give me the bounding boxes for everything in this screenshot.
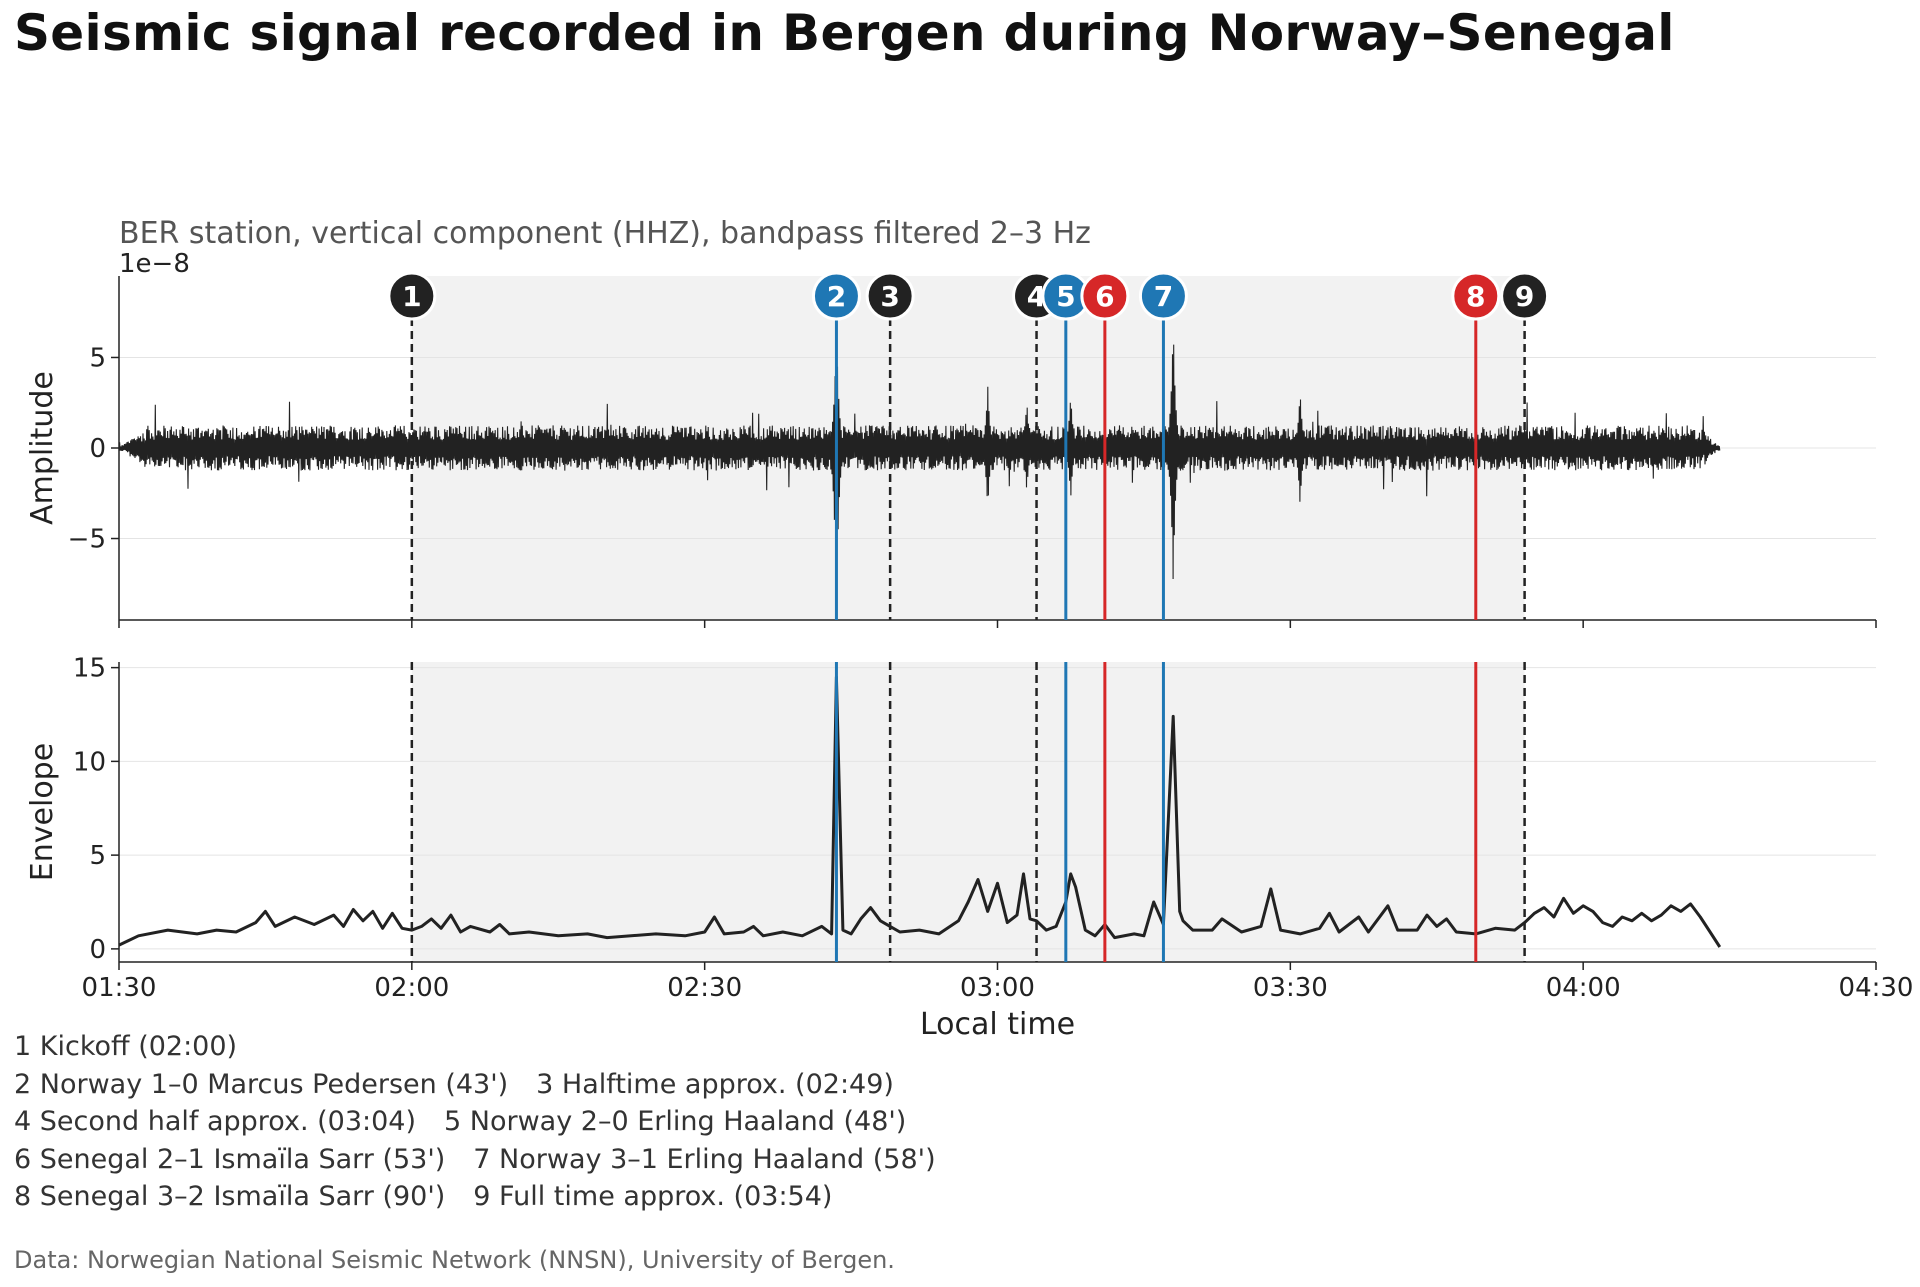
event-marker-1 [387,271,437,321]
event-marker-7 [1138,271,1188,321]
legend-row: 2 Norway 1–0 Marcus Pedersen (43') 3 Half… [14,1066,936,1104]
envelope-line [118,675,1722,948]
legend-row: 4 Second half approx. (03:04) 5 Norway 2–… [14,1103,936,1141]
event-marker-9 [1500,271,1550,321]
chart-subtitle: BER station, vertical component (HHZ), b… [119,216,1091,251]
event-marker-label-9: 9 [1515,280,1534,313]
legend-item-9: 9 Full time approx. (03:54) [473,1181,833,1212]
legend-row: 6 Senegal 2–1 Ismaïla Sarr (53') 7 Norway… [14,1141,936,1179]
x-tick-label: 03:00 [960,973,1035,1003]
legend-row: 1 Kickoff (02:00) [14,1028,936,1066]
chart-title: Seismic signal recorded in Bergen during… [14,4,1675,62]
event-marker-label-5: 5 [1056,280,1075,313]
legend-item-6: 6 Senegal 2–1 Ismaïla Sarr (53') [14,1143,446,1175]
event-legend: 1 Kickoff (02:00) 2 Norway 1–0 Marcus Pe… [14,1028,936,1216]
y-tick-label: −5 [68,525,106,555]
event-marker-label-2: 2 [827,280,846,313]
event-marker-3 [865,271,915,321]
event-marker-8 [1451,271,1501,321]
y-offset-label: 1e−8 [119,249,190,279]
legend-item-2: 2 Norway 1–0 Marcus Pedersen (43') [14,1068,509,1100]
event-marker-label-4: 4 [1027,280,1046,313]
x-tick-label: 04:00 [1546,973,1621,1003]
event-marker-label-3: 3 [880,280,899,313]
x-tick-label: 03:30 [1253,973,1328,1003]
y-axis-label: Amplitude [25,371,60,525]
legend-item-4: 4 Second half approx. (03:04) [14,1106,416,1137]
event-marker-label-7: 7 [1154,280,1173,313]
y-axis-label: Envelope [25,743,60,881]
x-tick-label: 01:30 [82,973,157,1003]
match-period-shade [411,662,1525,962]
event-marker-label-1: 1 [402,280,421,313]
legend-row: 8 Senegal 3–2 Ismaïla Sarr (90') 9 Full t… [14,1178,936,1216]
data-source-note: Data: Norwegian National Seismic Network… [14,1246,895,1274]
x-tick-label: 02:00 [374,973,449,1003]
y-tick-label: 5 [89,841,106,871]
legend-item-1: 1 Kickoff (02:00) [14,1031,238,1062]
y-tick-label: 15 [73,654,106,684]
event-marker-2 [811,271,861,321]
y-tick-label: 0 [89,434,106,464]
event-marker-label-6: 6 [1095,280,1114,313]
waveform-trace [118,328,1721,583]
x-tick-label: 02:30 [667,973,742,1003]
y-tick-label: 10 [73,747,106,777]
x-tick-label: 04:30 [1839,973,1914,1003]
legend-item-8: 8 Senegal 3–2 Ismaïla Sarr (90') [14,1181,446,1212]
legend-item-5: 5 Norway 2–0 Erling Haaland (48') [444,1106,907,1137]
event-marker-6 [1080,271,1130,321]
x-axis-label: Local time [920,1007,1075,1042]
y-tick-label: 5 [89,343,106,373]
y-tick-label: 0 [89,935,106,965]
legend-item-7: 7 Norway 3–1 Erling Haaland (58') [473,1143,936,1175]
event-marker-label-8: 8 [1466,280,1485,313]
legend-item-3: 3 Halftime approx. (02:49) [536,1068,894,1100]
